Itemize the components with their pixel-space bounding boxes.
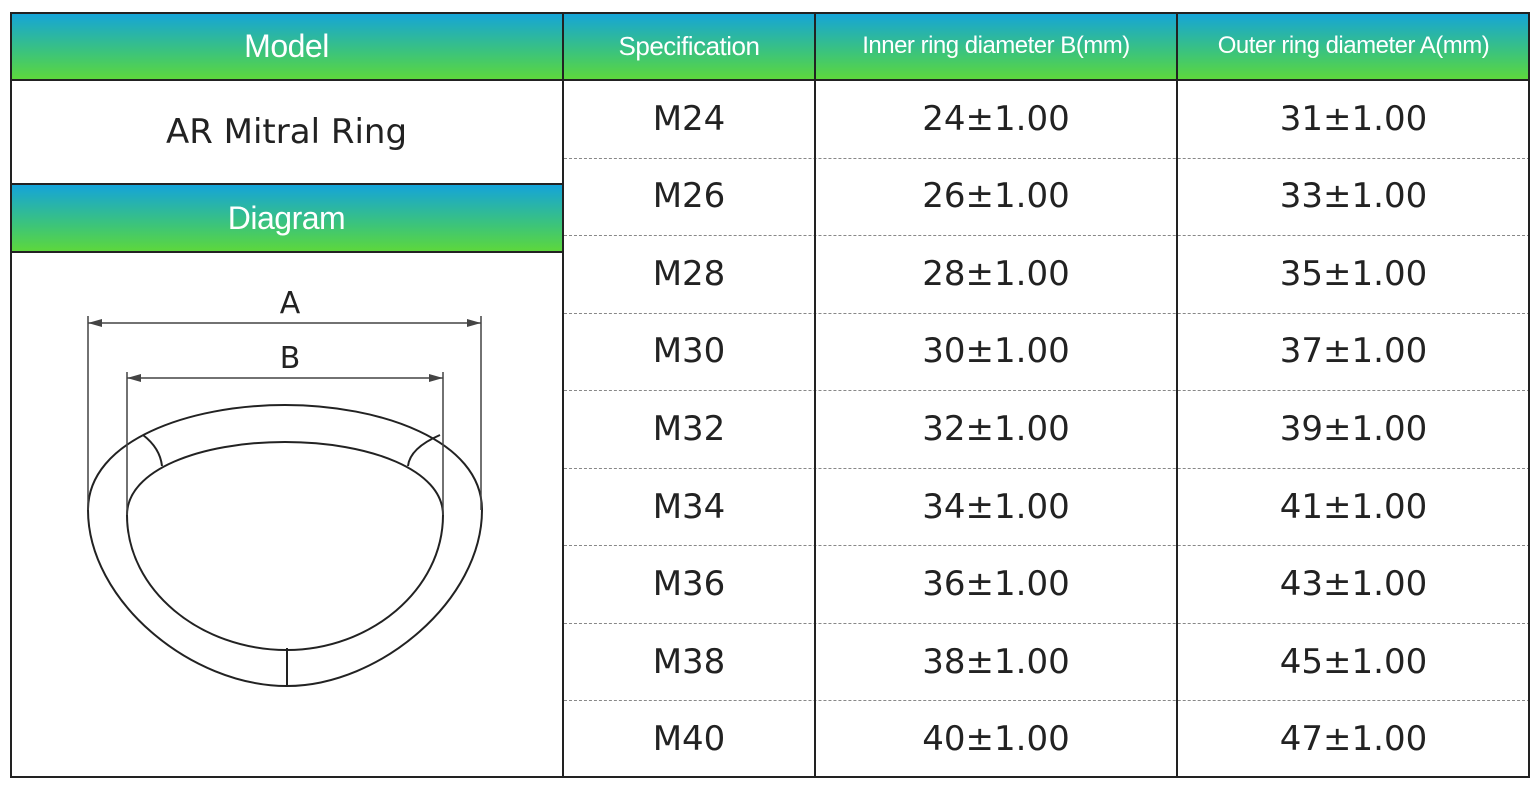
table-cell: M38 [652, 641, 726, 682]
table-cell: 40±1.00 [922, 719, 1070, 760]
table-cell: M36 [652, 564, 726, 605]
column-divider [814, 12, 816, 778]
row-separator [564, 700, 1530, 702]
table-cell: 32±1.00 [922, 408, 1070, 449]
table-cell: M34 [652, 486, 726, 527]
table-cell: 37±1.00 [1279, 331, 1428, 372]
table-cell: 26±1.00 [922, 176, 1070, 217]
column-header: Outer ring diameter A(mm) [1177, 12, 1530, 80]
row-separator [564, 390, 1530, 392]
model-header: Model [10, 12, 563, 80]
table-cell: 45±1.00 [1279, 641, 1428, 682]
table-cell: 36±1.00 [922, 564, 1070, 605]
dimension-label: A [280, 286, 301, 321]
table-cell: M26 [652, 176, 726, 217]
column-header: Specification [563, 12, 815, 80]
table-cell: 28±1.00 [922, 253, 1070, 294]
divider [10, 251, 563, 253]
ring-drawing [86, 403, 484, 688]
column-header: Inner ring diameter B(mm) [815, 12, 1177, 80]
divider [10, 183, 563, 185]
table-cell: M40 [652, 719, 726, 760]
dimension-lines [87, 316, 482, 515]
row-separator [564, 312, 1530, 314]
table-cell: M28 [652, 253, 726, 294]
table-cell: M24 [652, 98, 726, 139]
table-cell: 33±1.00 [1279, 176, 1428, 217]
table-cell: 39±1.00 [1279, 408, 1428, 449]
table-cell: 43±1.00 [1279, 564, 1428, 605]
arrowheads [88, 319, 481, 382]
table-cell: 34±1.00 [922, 486, 1070, 527]
model-name: AR Mitral Ring [165, 112, 408, 152]
column-divider [1176, 12, 1178, 778]
table-cell: 38±1.00 [922, 641, 1070, 682]
table-cell: 30±1.00 [922, 331, 1070, 372]
table-cell: 41±1.00 [1279, 486, 1428, 527]
row-separator [564, 235, 1530, 237]
table-cell: 31±1.00 [1279, 98, 1428, 139]
table-cell: 35±1.00 [1279, 253, 1428, 294]
table-cell: 47±1.00 [1279, 719, 1428, 760]
table-cell: M32 [652, 408, 726, 449]
diagram-header: Diagram [10, 184, 563, 252]
row-separator [564, 157, 1530, 159]
table-cell: 24±1.00 [922, 98, 1070, 139]
divider [10, 79, 563, 81]
divider [563, 79, 1530, 81]
table-cell: M30 [652, 331, 726, 372]
row-separator [564, 545, 1530, 547]
row-separator [564, 622, 1530, 624]
dimension-label: B [280, 341, 301, 376]
row-separator [564, 467, 1530, 469]
column-divider [562, 12, 564, 778]
